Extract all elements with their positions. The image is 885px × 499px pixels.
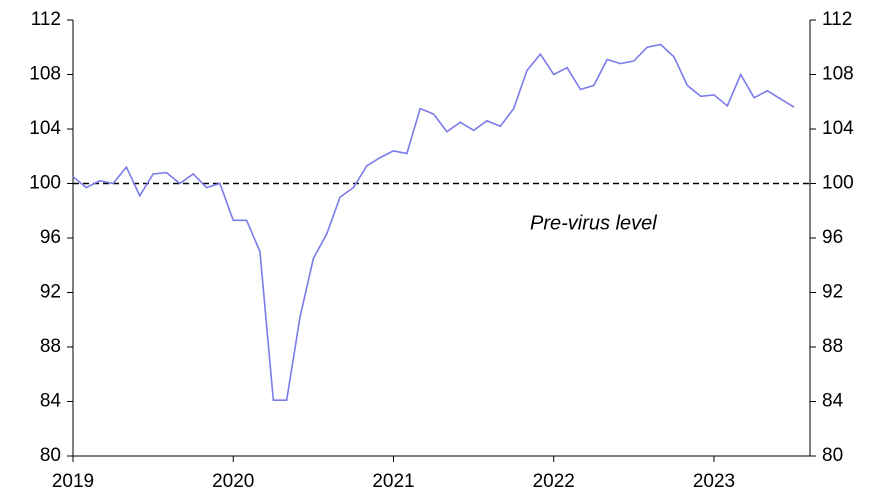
x-tick-label: 2022 (533, 471, 575, 492)
x-tick-label: 2021 (372, 471, 414, 492)
y-tick-label: 84 (40, 391, 62, 412)
y2-tick-label: 104 (822, 118, 854, 139)
x-tick-label: 2020 (212, 471, 254, 492)
y2-tick-label: 92 (822, 282, 843, 303)
y-tick-label: 108 (29, 64, 61, 85)
y-tick-label: 100 (29, 173, 61, 194)
y2-tick-label: 96 (822, 227, 843, 248)
reference-label: Pre-virus level (530, 212, 657, 234)
x-tick-label: 2023 (693, 471, 735, 492)
y2-tick-label: 100 (822, 173, 854, 194)
y2-tick-label: 108 (822, 64, 854, 85)
y-tick-label: 88 (40, 336, 61, 357)
y2-tick-label: 84 (822, 391, 844, 412)
y2-tick-label: 80 (822, 445, 843, 466)
data-line (72, 43, 795, 401)
y2-tick-label: 88 (822, 336, 843, 357)
y-tick-label: 96 (40, 227, 61, 248)
y2-tick-label: 112 (822, 9, 852, 30)
y-tick-label: 80 (40, 445, 61, 466)
y-tick-label: 104 (29, 118, 61, 139)
y-tick-label: 112 (31, 9, 61, 30)
y-tick-label: 92 (40, 282, 61, 303)
x-tick-label: 2019 (52, 471, 94, 492)
